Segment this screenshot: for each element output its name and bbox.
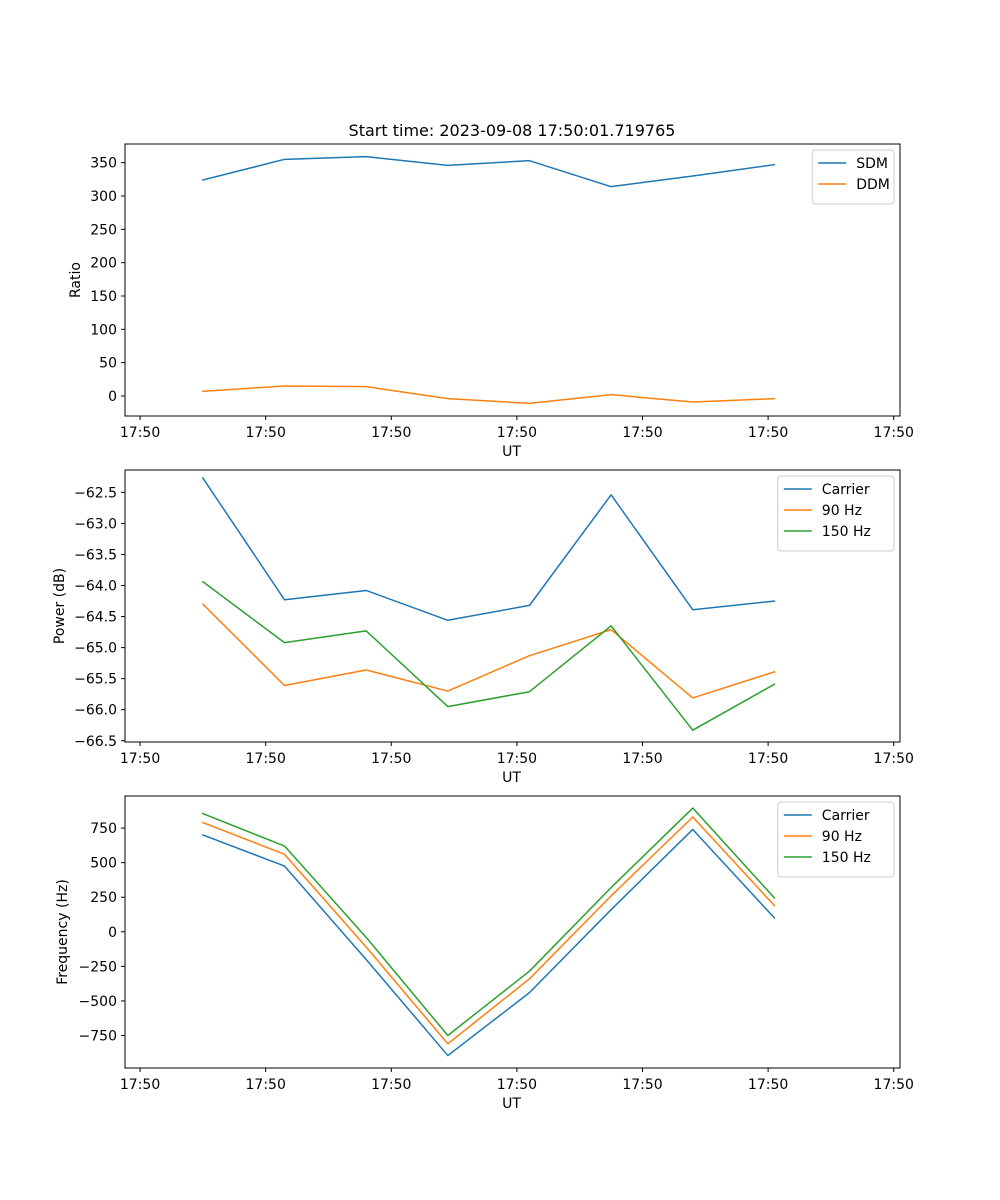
x-tick-label: 17:50 xyxy=(874,1077,914,1093)
x-axis-label: UT xyxy=(502,444,521,460)
chart-title: Start time: 2023-09-08 17:50:01.719765 xyxy=(349,121,676,140)
x-tick-label: 17:50 xyxy=(120,425,160,441)
legend-label: DDM xyxy=(856,177,890,193)
axes-frame xyxy=(124,143,901,417)
x-tick-label: 17:50 xyxy=(120,751,160,767)
y-tick-label: −66.0 xyxy=(74,703,117,719)
legend-label: 150 Hz xyxy=(822,850,871,866)
x-tick-label: 17:50 xyxy=(497,1077,537,1093)
axes-frame xyxy=(124,469,901,743)
legend: Carrier 90 Hz 150 Hz xyxy=(777,801,895,878)
legend: Carrier 90 Hz 150 Hz xyxy=(777,475,895,552)
y-tick-label: −750 xyxy=(79,1029,117,1045)
y-tick-label: 750 xyxy=(90,821,117,837)
series-line-ddm xyxy=(202,385,776,405)
series-line-150-hz xyxy=(201,580,776,731)
y-tick-label: −65.0 xyxy=(74,641,117,657)
y-tick-label: 500 xyxy=(90,856,117,872)
y-tick-label: 200 xyxy=(90,256,117,272)
series-line-150-hz xyxy=(201,807,776,1037)
y-tick-label: −64.0 xyxy=(74,579,117,595)
y-tick-label: −65.5 xyxy=(74,672,117,688)
legend-label: 90 Hz xyxy=(822,503,862,519)
subplot-3: 17:5017:5017:5017:5017:5017:5017:5017:51… xyxy=(55,795,1000,1112)
x-axis-label: UT xyxy=(502,1096,521,1112)
x-tick-label: 17:50 xyxy=(246,1077,286,1093)
x-tick-label: 17:50 xyxy=(371,425,411,441)
y-tick-label: −62.5 xyxy=(74,485,117,501)
x-tick-label: 17:50 xyxy=(874,751,914,767)
y-tick-label: 150 xyxy=(90,289,117,305)
series-line-carrier xyxy=(201,828,776,1057)
x-tick-label: 17:50 xyxy=(371,1077,411,1093)
y-tick-label: 100 xyxy=(90,322,117,338)
subplot-1: 17:5017:5017:5017:5017:5017:5017:5017:51… xyxy=(68,143,1000,460)
legend-label: 150 Hz xyxy=(822,524,871,540)
y-tick-label: 0 xyxy=(108,389,117,405)
y-tick-label: 50 xyxy=(99,356,117,372)
y-tick-label: −66.5 xyxy=(74,734,117,750)
y-tick-label: 250 xyxy=(90,222,117,238)
y-axis-label: Frequency (Hz) xyxy=(55,879,71,985)
x-tick-label: 17:50 xyxy=(748,751,788,767)
x-tick-label: 17:50 xyxy=(622,1077,662,1093)
x-tick-label: 17:50 xyxy=(622,425,662,441)
x-tick-label: 17:50 xyxy=(497,425,537,441)
legend-label: Carrier xyxy=(822,808,870,824)
x-tick-label: 17:50 xyxy=(497,751,537,767)
y-tick-label: −250 xyxy=(79,959,117,975)
x-tick-label: 17:50 xyxy=(246,751,286,767)
x-axis-label: UT xyxy=(502,770,521,786)
legend-box xyxy=(777,801,895,878)
y-tick-label: 300 xyxy=(90,189,117,205)
subplot-2: 17:5017:5017:5017:5017:5017:5017:5017:51… xyxy=(52,469,1000,786)
x-tick-label: 17:50 xyxy=(246,425,286,441)
series-line-sdm xyxy=(201,155,776,188)
y-tick-label: −63.0 xyxy=(74,516,117,532)
y-axis-label: Power (dB) xyxy=(52,568,68,644)
y-tick-label: −64.5 xyxy=(74,610,117,626)
x-tick-label: 17:50 xyxy=(622,751,662,767)
series-line-90-hz xyxy=(201,816,776,1045)
legend-label: 90 Hz xyxy=(822,829,862,845)
x-tick-label: 17:50 xyxy=(874,425,914,441)
x-tick-label: 17:50 xyxy=(748,1077,788,1093)
legend-label: Carrier xyxy=(822,482,870,498)
y-tick-label: 250 xyxy=(90,890,117,906)
series-line-90-hz xyxy=(201,603,776,699)
x-tick-label: 17:50 xyxy=(120,1077,160,1093)
y-tick-label: −63.5 xyxy=(74,547,117,563)
legend: SDM DDM xyxy=(811,149,895,205)
legend-label: SDM xyxy=(856,156,888,172)
y-tick-label: −500 xyxy=(79,994,117,1010)
y-axis-label: Ratio xyxy=(68,262,84,298)
series-line-carrier xyxy=(201,477,776,622)
x-tick-label: 17:50 xyxy=(748,425,788,441)
y-tick-label: 0 xyxy=(108,925,117,941)
legend-box xyxy=(777,475,895,552)
x-tick-label: 17:50 xyxy=(371,751,411,767)
y-tick-label: 350 xyxy=(90,156,117,172)
